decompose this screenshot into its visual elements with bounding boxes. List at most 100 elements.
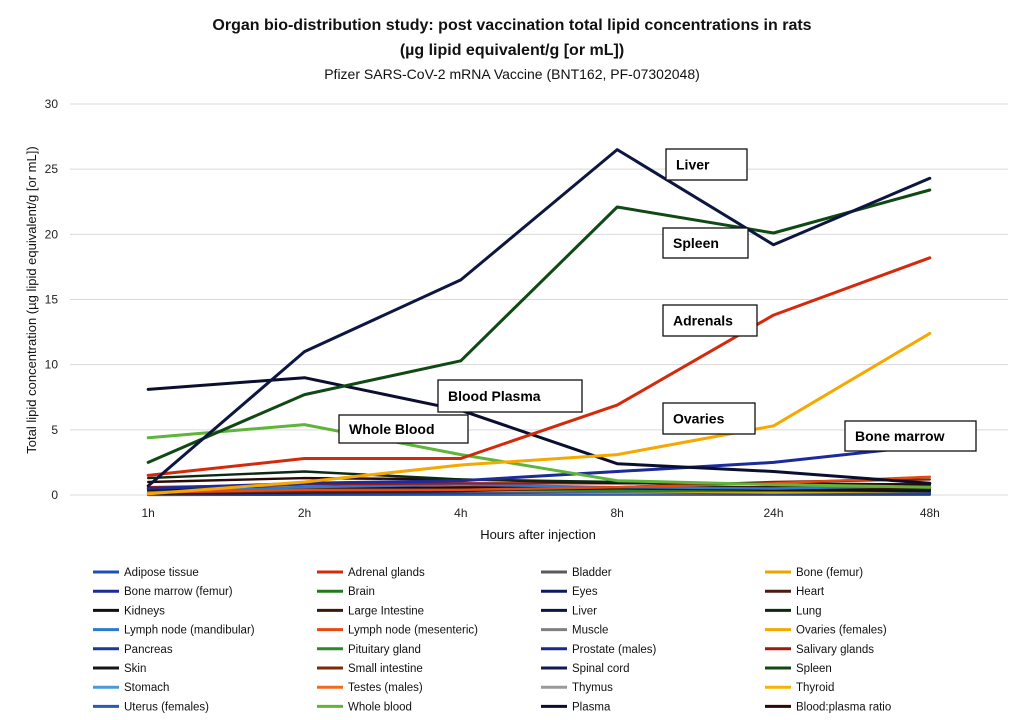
annotation-box: Whole Blood — [338, 414, 469, 444]
legend-entry: Prostate (males) — [541, 644, 657, 656]
legend-label: Thymus — [572, 682, 613, 694]
x-tick-label: 2h — [298, 506, 311, 520]
legend-entry: Uterus (females) — [93, 701, 209, 713]
y-tick-label: 0 — [51, 488, 58, 502]
legend-label: Eyes — [572, 586, 598, 598]
legend-entry: Adrenal glands — [317, 567, 425, 579]
chart-title: Organ bio-distribution study: post vacci… — [212, 17, 811, 34]
legend-entry: Heart — [765, 586, 825, 598]
legend-label: Lymph node (mandibular) — [124, 625, 255, 637]
legend-entry: Adipose tissue — [93, 567, 199, 579]
legend-entry: Brain — [317, 586, 375, 598]
legend-entry: Bone marrow (femur) — [93, 586, 233, 598]
annotation-text: Liver — [676, 157, 710, 173]
legend-entry: Muscle — [541, 625, 608, 637]
legend-label: Heart — [796, 586, 825, 598]
legend-entry: Large Intestine — [317, 605, 424, 617]
legend-label: Bladder — [572, 567, 612, 579]
series-line — [146, 376, 932, 485]
legend-label: Liver — [572, 605, 597, 617]
annotation-box: Bone marrow — [844, 420, 977, 452]
legend-entry: Skin — [93, 663, 146, 675]
legend-label: Prostate (males) — [572, 644, 657, 656]
x-tick-label: 4h — [454, 506, 467, 520]
y-tick-label: 5 — [51, 423, 58, 437]
x-tick-label: 48h — [920, 506, 940, 520]
legend-entry: Spinal cord — [541, 663, 630, 675]
legend-entry: Small intestine — [317, 663, 423, 675]
legend-entry: Salivary glands — [765, 644, 874, 656]
legend-entry: Plasma — [541, 701, 611, 713]
legend-entry: Whole blood — [317, 701, 412, 713]
legend-label: Skin — [124, 663, 146, 675]
legend-label: Adipose tissue — [124, 567, 199, 579]
legend-label: Kidneys — [124, 605, 165, 617]
series-line — [146, 483, 931, 494]
legend-entry: Eyes — [541, 586, 598, 598]
legend-label: Bone (femur) — [796, 567, 863, 579]
annotation-box: Adrenals — [662, 304, 758, 337]
annotation-box: Spleen — [662, 227, 749, 259]
legend-entry: Pituitary gland — [317, 644, 421, 656]
y-tick-label: 10 — [45, 358, 59, 372]
y-tick-label: 25 — [45, 162, 59, 176]
legend-entry: Bladder — [541, 567, 612, 579]
legend-entry: Kidneys — [93, 605, 165, 617]
legend-label: Testes (males) — [348, 682, 423, 694]
legend-entry: Blood:plasma ratio — [765, 701, 891, 713]
legend-entry: Thymus — [541, 682, 613, 694]
x-tick-label: 24h — [763, 506, 783, 520]
legend-label: Bone marrow (femur) — [124, 586, 233, 598]
legend-entry: Pancreas — [93, 644, 173, 656]
legend-label: Salivary glands — [796, 644, 874, 656]
legend-label: Muscle — [572, 625, 608, 637]
legend-entry: Thyroid — [765, 682, 834, 694]
legend-label: Uterus (females) — [124, 701, 209, 713]
legend-label: Lymph node (mesenteric) — [348, 625, 478, 637]
legend-label: Adrenal glands — [348, 567, 425, 579]
legend-label: Ovaries (females) — [796, 625, 887, 637]
y-axis-label: Total lipid concentration (µg lipid equi… — [24, 146, 39, 453]
legend-label: Stomach — [124, 682, 169, 694]
legend-entry: Testes (males) — [317, 682, 423, 694]
legend-label: Brain — [348, 586, 375, 598]
y-axis-ticks: 0 5 10 15 20 25 30 — [45, 97, 59, 502]
legend-entry: Lymph node (mandibular) — [93, 625, 255, 637]
chart-subtitle: Pfizer SARS-CoV-2 mRNA Vaccine (BNT162, … — [324, 66, 700, 82]
legend-label: Thyroid — [796, 682, 834, 694]
x-tick-label: 8h — [610, 506, 623, 520]
y-tick-label: 30 — [45, 97, 59, 111]
series-line — [146, 475, 931, 494]
annotation-box: Liver — [665, 148, 748, 181]
legend-label: Plasma — [572, 701, 611, 713]
x-axis-label: Hours after injection — [480, 527, 596, 542]
chart-title-line2: (µg lipid equivalent/g [or mL]) — [400, 42, 624, 59]
series-lines — [146, 148, 932, 497]
legend-label: Pancreas — [124, 644, 173, 656]
annotation-text: Adrenals — [673, 313, 733, 329]
series-line — [146, 188, 932, 464]
legend: Adipose tissue Adrenal glands Bladder Bone … — [93, 567, 891, 713]
annotation-text: Bone marrow — [855, 428, 945, 444]
x-axis-ticks: 1h 2h 4h 8h 24h 48h — [141, 506, 939, 520]
y-tick-label: 15 — [45, 293, 59, 307]
legend-label: Spinal cord — [572, 663, 630, 675]
legend-label: Pituitary gland — [348, 644, 421, 656]
x-tick-label: 1h — [141, 506, 154, 520]
legend-entry: Bone (femur) — [765, 567, 863, 579]
legend-label: Lung — [796, 605, 822, 617]
series-line — [146, 148, 932, 488]
annotations: Liver Spleen Adrenals Blood Plasma Ovaries Wh… — [338, 148, 977, 452]
legend-entry: Lung — [765, 605, 822, 617]
legend-label: Spleen — [796, 663, 832, 675]
legend-entry: Stomach — [93, 682, 169, 694]
legend-entry: Spleen — [765, 663, 832, 675]
annotation-text: Spleen — [673, 235, 719, 251]
annotation-text: Ovaries — [673, 411, 725, 427]
legend-entry: Lymph node (mesenteric) — [317, 625, 478, 637]
legend-label: Large Intestine — [348, 605, 424, 617]
series-line — [146, 256, 932, 477]
legend-label: Small intestine — [348, 663, 423, 675]
annotation-text: Blood Plasma — [448, 388, 541, 404]
